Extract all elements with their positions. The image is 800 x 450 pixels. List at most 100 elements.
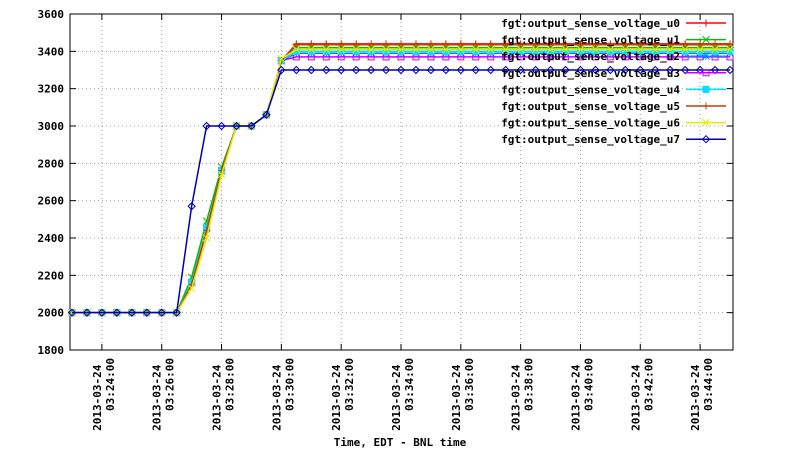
marker (636, 41, 644, 49)
marker (487, 41, 495, 49)
marker (711, 45, 719, 54)
marker (621, 65, 630, 75)
marker (337, 41, 345, 49)
y-tick-label: 1800 (38, 344, 65, 357)
marker (412, 45, 420, 54)
marker (322, 41, 330, 49)
marker (501, 65, 510, 75)
marker (307, 45, 316, 54)
marker (352, 45, 360, 54)
marker (702, 19, 710, 27)
marker (702, 85, 710, 93)
marker (427, 45, 435, 54)
marker (576, 45, 585, 54)
marker (471, 45, 480, 54)
marker (701, 134, 711, 144)
marker (247, 121, 256, 131)
marker (681, 45, 689, 54)
marker (202, 121, 211, 131)
marker (502, 41, 510, 49)
marker (367, 45, 375, 54)
marker (636, 45, 645, 54)
marker (636, 65, 645, 75)
x-tick-label: 2013-03-24 03:34:00 (390, 358, 416, 431)
legend-label: fgt:output_sense_voltage_u4 (501, 83, 680, 96)
y-tick-label: 2000 (38, 307, 65, 320)
marker (651, 45, 660, 54)
x-tick-label: 2013-03-24 03:42:00 (629, 358, 655, 431)
x-tick-label: 2013-03-24 03:24:00 (91, 358, 117, 431)
marker (217, 170, 226, 179)
marker (532, 41, 540, 49)
marker (307, 41, 315, 49)
marker (546, 45, 555, 54)
marker (172, 308, 181, 317)
marker (680, 65, 690, 75)
marker (262, 110, 271, 120)
marker (442, 45, 450, 54)
marker (621, 41, 629, 49)
marker (456, 45, 465, 54)
legend-label: fgt:output_sense_voltage_u7 (501, 133, 680, 146)
marker (531, 65, 540, 75)
x-tick-label: 2013-03-24 03:36:00 (450, 358, 476, 431)
x-tick-label: 2013-03-24 03:32:00 (330, 358, 356, 431)
marker (531, 45, 540, 54)
marker (726, 45, 734, 54)
marker (516, 65, 525, 75)
marker (696, 45, 704, 54)
x-tick-label: 2013-03-24 03:28:00 (211, 358, 237, 431)
marker (411, 65, 421, 75)
marker (367, 41, 375, 49)
marker (382, 45, 390, 54)
marker (322, 65, 331, 75)
marker (666, 45, 675, 54)
legend-label: fgt:output_sense_voltage_u3 (501, 67, 680, 80)
marker (277, 54, 286, 63)
legend-label: fgt:output_sense_voltage_u1 (501, 34, 680, 47)
legend-label: fgt:output_sense_voltage_u5 (501, 100, 680, 113)
marker (187, 284, 196, 293)
marker (336, 65, 346, 75)
marker (591, 45, 600, 54)
marker (486, 45, 495, 54)
marker (726, 41, 734, 49)
marker (501, 45, 510, 54)
marker (112, 308, 122, 317)
y-tick-label: 3000 (38, 120, 65, 133)
marker (396, 65, 406, 75)
marker (702, 52, 710, 61)
legend-label: fgt:output_sense_voltage_u0 (501, 17, 680, 30)
marker (397, 45, 405, 54)
marker (217, 121, 226, 131)
marker (591, 41, 599, 49)
y-tick-label: 3200 (38, 83, 65, 96)
marker (442, 41, 450, 49)
x-tick-label: 2013-03-24 03:44:00 (689, 358, 715, 431)
marker (486, 65, 495, 75)
y-tick-label: 2200 (38, 269, 65, 282)
marker (381, 65, 391, 75)
x-tick-label: 2013-03-24 03:38:00 (510, 358, 536, 431)
marker (292, 41, 300, 49)
marker (561, 65, 570, 75)
marker (472, 41, 480, 49)
marker (547, 41, 555, 49)
marker (412, 41, 420, 49)
marker (97, 308, 107, 317)
legend-label: fgt:output_sense_voltage_u2 (501, 50, 680, 63)
marker (456, 65, 466, 75)
plot-border (69, 13, 734, 351)
y-tick-label: 2400 (38, 232, 65, 245)
marker (382, 41, 390, 49)
marker (702, 118, 710, 127)
marker (457, 41, 465, 49)
y-tick-label: 3600 (38, 8, 65, 21)
marker (606, 65, 615, 75)
marker (471, 65, 480, 75)
marker (576, 65, 585, 75)
marker (232, 121, 241, 131)
marker (427, 41, 435, 49)
